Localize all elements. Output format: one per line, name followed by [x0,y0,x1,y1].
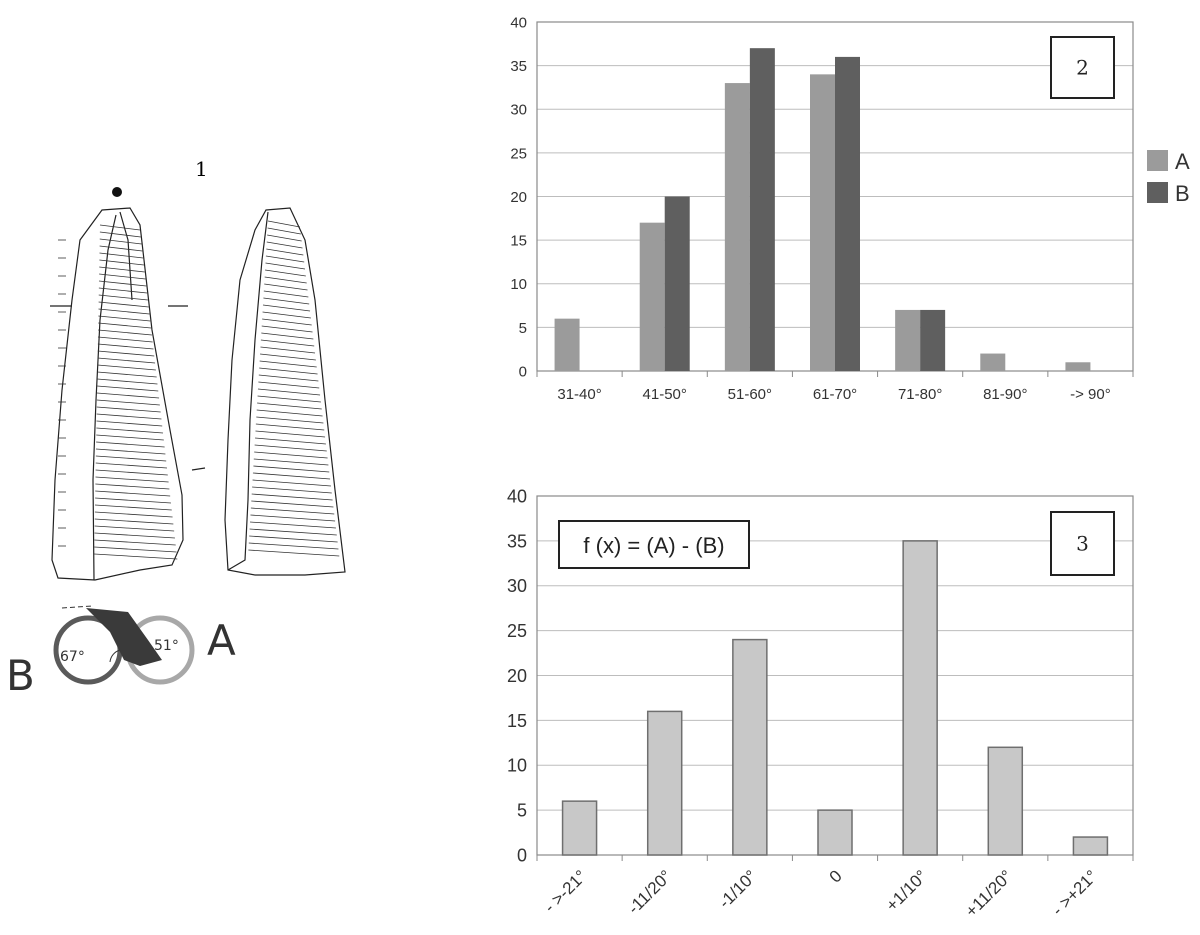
bar [732,638,768,856]
x-tick-label: 31-40° [557,386,601,403]
x-tick-label: -11/20° [624,866,675,917]
face-b-label: B [6,651,35,700]
panel-1-label: 1 [195,157,208,181]
bar [561,800,598,856]
x-tick-label: 71-80° [898,386,942,403]
angle-a-label: 51° [154,638,179,654]
legend-label: A [1175,149,1190,174]
y-tick-label: 40 [507,486,527,506]
bar [902,540,938,856]
y-tick-label: 20 [507,666,527,686]
legend-swatch [1147,182,1168,203]
y-tick-label: 5 [519,320,527,337]
bar [980,353,1006,371]
bar [1065,362,1091,371]
x-tick-label: +1/10° [882,866,931,915]
x-tick-label: +11/20° [962,866,1016,920]
panel-label-box [1050,36,1115,99]
x-tick-label: 51-60° [728,386,772,403]
y-tick-label: 15 [510,233,527,250]
legend-swatch [1147,150,1168,171]
bar [664,196,690,371]
panel-label: 2 [1076,56,1089,80]
x-tick-label: -> 90° [1070,386,1111,403]
panel-label: 3 [1076,532,1089,556]
platform-dot [112,187,122,197]
face-a-label: A [207,616,236,665]
y-tick-label: 15 [507,711,527,731]
y-tick-label: 5 [517,801,527,821]
bar [749,48,775,372]
x-tick-label: -1/10° [715,866,761,912]
bar [639,222,665,371]
y-tick-label: 40 [510,14,527,31]
right-view-hatching [248,220,340,557]
annotation-text: f (x) = (A) - (B) [583,533,724,558]
x-tick-label: 41-50° [643,386,687,403]
left-view [50,207,206,581]
bar [835,56,860,372]
section-shape [86,608,162,666]
annotation-box [558,520,750,569]
bar [987,746,1024,856]
x-tick-label: 61-70° [813,386,857,403]
angle-diagram: 67° 51° A B [6,605,236,700]
x-tick-label: - >-21° [540,866,590,916]
bar [554,318,580,371]
bar [810,74,835,371]
bar [646,710,683,856]
bar [724,83,750,371]
legend-label: B [1175,181,1190,206]
panel-label-box [1050,511,1115,576]
y-tick-label: 0 [519,363,527,380]
y-tick-label: 25 [510,145,527,162]
y-tick-label: 10 [507,756,527,776]
y-tick-label: 10 [510,276,527,293]
y-tick-label: 30 [507,576,527,596]
bar [895,309,921,371]
y-tick-label: 35 [510,58,527,75]
y-tick-label: 35 [507,531,527,551]
y-tick-label: 0 [517,845,527,865]
bar [1072,836,1109,856]
artefact-drawing: 1 67° 51° A B [6,157,346,700]
x-tick-label: 81-90° [983,386,1027,403]
bar [920,309,946,371]
angle-b-label: 67° [60,649,85,665]
y-tick-label: 30 [510,102,527,119]
y-tick-label: 20 [510,189,527,206]
x-tick-label: - >+21° [1048,866,1101,919]
x-tick-label: 0 [826,866,846,886]
y-tick-label: 25 [507,621,527,641]
bar [817,809,853,856]
left-view-hatching [58,224,178,560]
